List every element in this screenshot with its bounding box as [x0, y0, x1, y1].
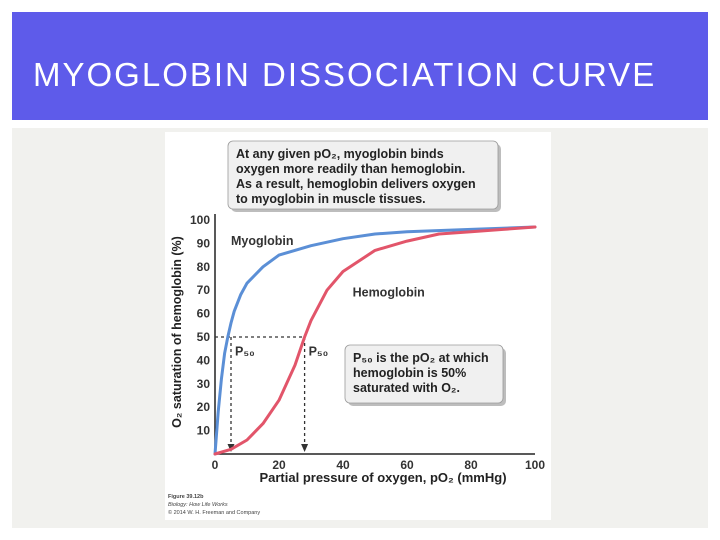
top-callout-text-line: to myoglobin in muscle tissues. [236, 192, 426, 206]
slide-title-bar: MYOGLOBIN DISSOCIATION CURVE [12, 12, 708, 120]
slide-title: MYOGLOBIN DISSOCIATION CURVE [33, 56, 657, 93]
x-axis-title: Partial pressure of oxygen, pO₂ (mmHg) [259, 470, 506, 485]
hemoglobin-curve [213, 225, 537, 456]
figure-credit-line: Biology: How Life Works [168, 502, 228, 508]
y-tick-label: 90 [197, 236, 211, 250]
y-tick-label: 60 [197, 307, 211, 321]
p50-callout-box [344, 344, 504, 404]
y-tick-label: 10 [197, 424, 211, 438]
x-tick-label: 0 [212, 458, 219, 472]
y-tick-label: 40 [197, 353, 211, 367]
x-tick-label: 20 [272, 458, 286, 472]
top-callout-text-line: At any given pO₂, myoglobin binds [236, 147, 444, 161]
x-tick-label: 80 [464, 458, 478, 472]
figure-credit-line: Figure 39.12b [168, 494, 204, 500]
myoglobin-curve [213, 225, 537, 456]
hemoglobin-label: Hemoglobin [353, 286, 425, 300]
x-tick-label: 60 [400, 458, 414, 472]
x-tick-label: 100 [525, 458, 545, 472]
figure-credit-line: © 2014 W. H. Freeman and Company [168, 509, 260, 516]
p50-callout-text-line: hemoglobin is 50% [353, 366, 466, 380]
p50-callout-text-line: saturated with O₂. [353, 381, 460, 395]
top-callout-text-line: oxygen more readily than hemoglobin. [236, 162, 465, 176]
y-tick-label: 100 [190, 213, 210, 227]
y-tick-label: 20 [197, 400, 211, 414]
y-tick-label: 70 [197, 283, 211, 297]
y-tick-label: 30 [197, 377, 211, 391]
dissociation-chart: 10 20 30 40 50 60 70 80 90 100 0 20 40 60 80 100 Partial… [168, 140, 545, 516]
figure-card: 10 20 30 40 50 60 70 80 90 100 0 20 40 60 80 100 Partial… [165, 132, 551, 520]
p50-hemoglobin-arrowhead [301, 444, 309, 452]
y-axis-title: O₂ saturation of hemoglobin (%) [170, 236, 184, 428]
p50-myoglobin-label: P₅₀ [235, 345, 255, 359]
x-tick-label: 40 [336, 458, 350, 472]
myoglobin-label: Myoglobin [231, 234, 294, 248]
top-callout-text-line: As a result, hemoglobin delivers oxygen [236, 177, 476, 191]
p50-callout-text-line: P₅₀ is the pO₂ at which [353, 351, 489, 365]
top-callout-box [227, 140, 499, 210]
y-tick-label: 80 [197, 260, 211, 274]
y-tick-label: 50 [197, 330, 211, 344]
p50-hemoglobin-label: P₅₀ [309, 345, 329, 359]
